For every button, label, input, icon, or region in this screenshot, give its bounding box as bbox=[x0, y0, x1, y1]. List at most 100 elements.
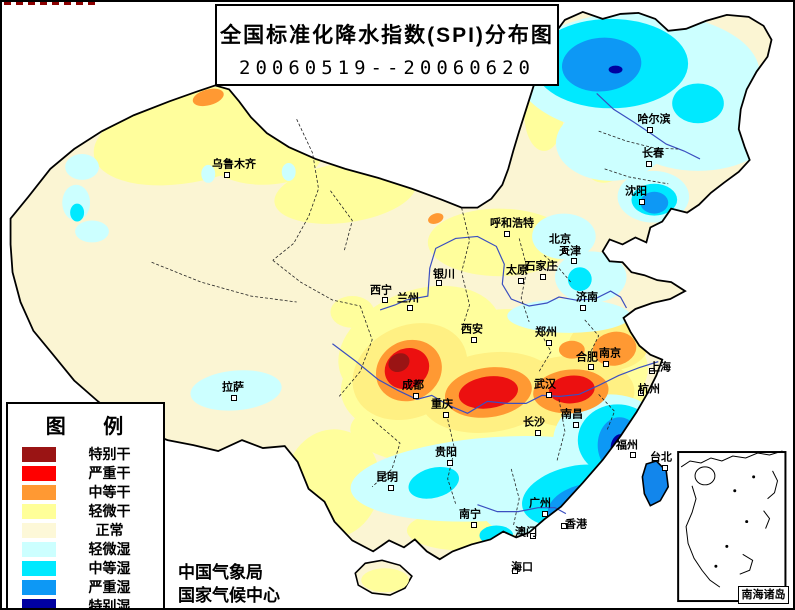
city-label: 郑州 bbox=[535, 326, 557, 339]
legend-label: 特别湿 bbox=[88, 598, 131, 610]
city-marker bbox=[224, 172, 230, 178]
map-title: 全国标准化降水指数(SPI)分布图 bbox=[220, 24, 554, 47]
city-marker bbox=[546, 392, 552, 398]
legend-label: 中等湿 bbox=[88, 560, 131, 576]
legend-rows: 特别干严重干中等干轻微干正常轻微湿中等湿严重湿特别湿 bbox=[8, 445, 163, 610]
legend-item: 轻微干 bbox=[8, 502, 163, 520]
city-label: 太原 bbox=[506, 264, 528, 277]
legend-swatch bbox=[22, 522, 56, 538]
city-label: 成都 bbox=[402, 379, 424, 392]
city-marker bbox=[436, 280, 442, 286]
city-label: 乌鲁木齐 bbox=[212, 158, 256, 171]
legend-item: 严重湿 bbox=[8, 578, 163, 596]
legend-header: 图 例 bbox=[45, 416, 140, 438]
hainan-island bbox=[354, 559, 413, 596]
city-marker bbox=[447, 460, 453, 466]
city-marker bbox=[540, 274, 546, 280]
city-label: 拉萨 bbox=[222, 381, 244, 394]
city-label: 合肥 bbox=[576, 351, 598, 364]
city-label: 福州 bbox=[616, 439, 638, 452]
taiwan-island bbox=[641, 460, 670, 507]
rivers bbox=[332, 92, 701, 515]
legend-item: 特别干 bbox=[8, 445, 163, 463]
legend-label: 严重干 bbox=[88, 465, 131, 481]
city-label: 沈阳 bbox=[625, 185, 647, 198]
legend-swatch bbox=[22, 579, 56, 595]
city-label: 北京 bbox=[549, 233, 571, 246]
legend-item: 中等湿 bbox=[8, 559, 163, 577]
agency-line2: 国家气候中心 bbox=[178, 585, 280, 605]
city-label: 台北 bbox=[650, 451, 672, 464]
legend-swatch bbox=[22, 598, 56, 608]
city-marker bbox=[603, 361, 609, 367]
city-label: 香港 bbox=[565, 518, 587, 531]
legend-item: 中等干 bbox=[8, 483, 163, 501]
city-marker bbox=[573, 422, 579, 428]
city-label: 南京 bbox=[599, 347, 621, 360]
city-label: 石家庄 bbox=[524, 260, 558, 273]
city-label: 济南 bbox=[576, 291, 598, 304]
city-label: 贵阳 bbox=[435, 446, 457, 459]
agency-line1: 中国气象局 bbox=[178, 563, 263, 582]
legend-label: 轻微干 bbox=[88, 503, 131, 519]
city-marker bbox=[561, 523, 567, 529]
city-marker bbox=[530, 533, 536, 539]
city-label: 长沙 bbox=[523, 416, 545, 429]
legend-label: 正常 bbox=[95, 522, 124, 538]
province-borders bbox=[151, 119, 679, 527]
city-marker bbox=[407, 305, 413, 311]
agency-credit: 中国气象局 国家气候中心 bbox=[178, 562, 280, 608]
inset-label: 南海诸岛 bbox=[738, 586, 789, 604]
city-label: 武汉 bbox=[534, 378, 556, 391]
legend-item: 正常 bbox=[8, 521, 163, 539]
legend-label: 特别干 bbox=[88, 446, 131, 462]
legend-label: 轻微湿 bbox=[88, 541, 131, 557]
city-marker bbox=[546, 340, 552, 346]
legend-label: 严重湿 bbox=[88, 579, 131, 595]
city-marker bbox=[647, 127, 653, 133]
city-marker bbox=[535, 430, 541, 436]
legend-swatch bbox=[22, 560, 56, 576]
city-marker bbox=[388, 485, 394, 491]
city-label: 上海 bbox=[649, 361, 671, 374]
map-date-range: 20060519--20060620 bbox=[239, 57, 535, 79]
city-marker bbox=[580, 305, 586, 311]
city-marker bbox=[562, 248, 568, 254]
city-marker bbox=[382, 297, 388, 303]
city-marker bbox=[518, 278, 524, 284]
city-marker bbox=[471, 522, 477, 528]
city-marker bbox=[504, 231, 510, 237]
legend-swatch bbox=[22, 465, 56, 481]
city-marker bbox=[630, 452, 636, 458]
south-china-sea-inset bbox=[677, 450, 787, 603]
city-label: 南昌 bbox=[561, 408, 583, 421]
city-marker bbox=[639, 199, 645, 205]
legend-swatch bbox=[22, 541, 56, 557]
title-box: 全国标准化降水指数(SPI)分布图 20060519--20060620 bbox=[215, 4, 559, 86]
city-marker bbox=[512, 568, 518, 574]
legend-item: 轻微湿 bbox=[8, 540, 163, 558]
city-label: 海口 bbox=[511, 561, 533, 574]
legend-swatch bbox=[22, 484, 56, 500]
city-marker bbox=[649, 368, 655, 374]
national-border bbox=[9, 10, 773, 561]
legend-item: 特别湿 bbox=[8, 597, 163, 610]
city-label: 西安 bbox=[461, 323, 483, 336]
clipped-red-text-fragment bbox=[4, 2, 96, 5]
city-marker bbox=[471, 337, 477, 343]
city-marker bbox=[571, 258, 577, 264]
city-marker bbox=[662, 465, 668, 471]
city-label: 昆明 bbox=[376, 471, 398, 484]
legend-swatch bbox=[22, 503, 56, 519]
city-label: 兰州 bbox=[397, 292, 419, 305]
city-marker bbox=[646, 161, 652, 167]
city-marker bbox=[638, 390, 644, 396]
city-label: 呼和浩特 bbox=[490, 217, 534, 230]
city-marker bbox=[443, 412, 449, 418]
city-label: 杭州 bbox=[638, 383, 660, 396]
city-marker bbox=[413, 393, 419, 399]
legend-swatch bbox=[22, 446, 56, 462]
city-label: 哈尔滨 bbox=[637, 113, 671, 126]
